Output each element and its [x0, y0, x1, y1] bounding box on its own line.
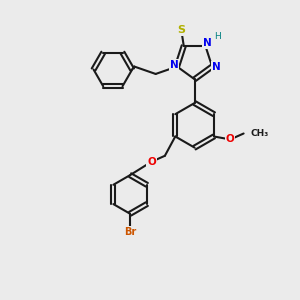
Text: N: N: [202, 38, 211, 48]
Text: O: O: [226, 134, 235, 144]
Text: H: H: [214, 32, 221, 41]
Text: CH₃: CH₃: [250, 129, 268, 138]
Text: N: N: [170, 60, 178, 70]
Text: N: N: [212, 61, 221, 71]
Text: O: O: [147, 157, 156, 167]
Text: S: S: [177, 26, 185, 35]
Text: Br: Br: [124, 226, 136, 237]
